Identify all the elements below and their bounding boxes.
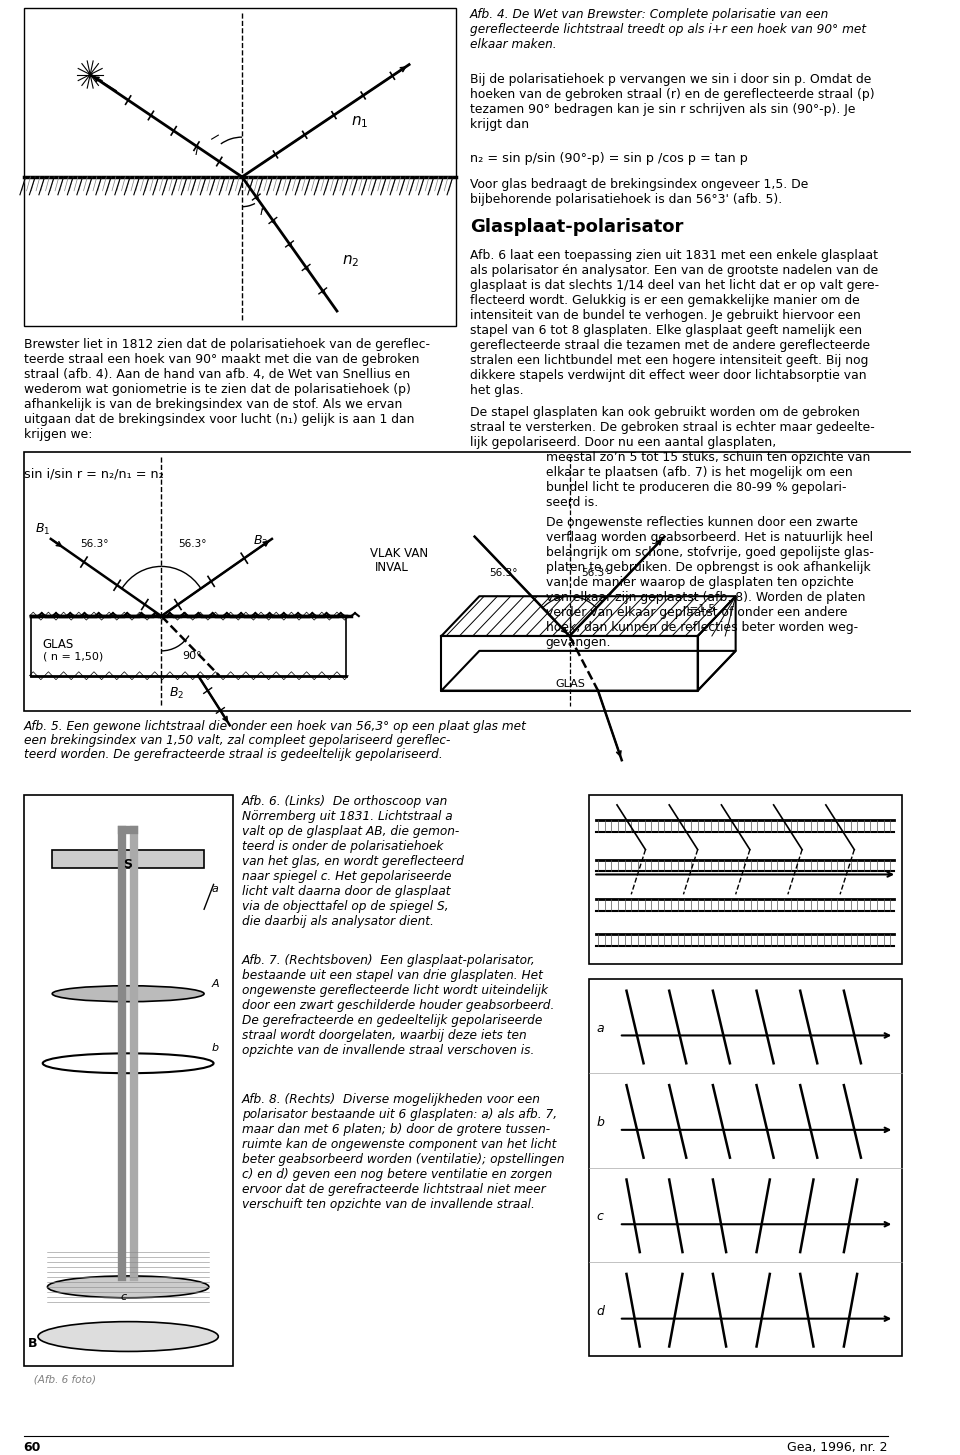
Bar (24, 7, 456, 326)
Text: Gea, 1996, nr. 2: Gea, 1996, nr. 2 (787, 1440, 887, 1454)
Text: a: a (211, 885, 219, 895)
Bar (588, 979, 901, 1356)
Text: 56.3°: 56.3° (489, 569, 517, 579)
Ellipse shape (38, 1321, 218, 1352)
Text: Glasplaat-polarisator: Glasplaat-polarisator (469, 218, 684, 236)
Bar (24, 794, 232, 1366)
Text: De ongewenste reflecties kunnen door een zwarte
verflaag worden geabsorbeerd. He: De ongewenste reflecties kunnen door een… (546, 515, 874, 649)
Text: sin i/sin r = n₂/n₁ = n₂: sin i/sin r = n₂/n₁ = n₂ (24, 467, 163, 480)
Text: d: d (596, 1305, 604, 1318)
Text: Afb. 4. De Wet van Brewster: Complete polarisatie van een
gereflecteerde lichtst: Afb. 4. De Wet van Brewster: Complete po… (469, 7, 866, 51)
Bar (588, 794, 901, 963)
Text: n₂ = sin p/sin (90°-p) = sin p /cos p = tan p: n₂ = sin p/sin (90°-p) = sin p /cos p = … (469, 151, 748, 164)
Text: 56.3°: 56.3° (581, 569, 610, 579)
Bar (24, 453, 916, 710)
Bar (52, 850, 204, 867)
Text: S: S (124, 857, 132, 870)
Text: B: B (28, 1337, 37, 1350)
Text: r: r (259, 205, 264, 218)
Text: 56.3°: 56.3° (81, 538, 109, 549)
Text: Bij de polarisatiehoek p vervangen we sin i door sin p. Omdat de
hoeken van de g: Bij de polarisatiehoek p vervangen we si… (469, 73, 875, 131)
Text: A: A (211, 979, 219, 989)
Text: 56.3°: 56.3° (179, 538, 207, 549)
Text: (Afb. 6 foto): (Afb. 6 foto) (24, 1375, 96, 1384)
Text: 60: 60 (24, 1440, 41, 1454)
Text: meestal zo’n 5 tot 15 stuks, schuin ten opzichte van
elkaar te plaatsen (afb. 7): meestal zo’n 5 tot 15 stuks, schuin ten … (546, 451, 870, 509)
Text: $B_1$: $B_1$ (36, 522, 51, 537)
Text: b: b (596, 1116, 604, 1129)
Text: Afb. 8. (Rechts)  Diverse mogelijkheden voor een
polarisator bestaande uit 6 gla: Afb. 8. (Rechts) Diverse mogelijkheden v… (242, 1093, 564, 1211)
Text: Afb. 7. (Rechtsboven)  Een glasplaat-polarisator,
bestaande uit een stapel van d: Afb. 7. (Rechtsboven) Een glasplaat-pola… (242, 954, 555, 1056)
Ellipse shape (42, 1053, 213, 1074)
Text: i: i (195, 146, 198, 159)
Text: Afb. 6 laat een toepassing zien uit 1831 met een enkele glasplaat
als polarisato: Afb. 6 laat een toepassing zien uit 1831… (469, 249, 879, 397)
Text: c: c (121, 1292, 127, 1302)
Text: GLAS: GLAS (42, 637, 74, 650)
Text: $n_2$: $n_2$ (342, 253, 359, 269)
Ellipse shape (52, 985, 204, 1001)
Text: GLAS: GLAS (555, 678, 586, 688)
Text: 90°: 90° (182, 650, 202, 661)
Text: teerd worden. De gerefracteerde straal is gedeeltelijk gepolariseerd.: teerd worden. De gerefracteerde straal i… (24, 748, 443, 761)
Text: Afb. 5. Een gewone lichtstraal die onder een hoek van 56,3° op een plaat glas me: Afb. 5. Een gewone lichtstraal die onder… (24, 720, 527, 733)
Text: een brekingsindex van 1,50 valt, zal compleet gepolariseerd gereflec-: een brekingsindex van 1,50 valt, zal com… (24, 735, 450, 748)
Text: c: c (596, 1211, 603, 1224)
Text: ( n = 1,50): ( n = 1,50) (42, 652, 103, 662)
Text: $B_2$: $B_2$ (169, 685, 184, 701)
Text: $B_3$: $B_3$ (252, 534, 269, 549)
Text: Brewster liet in 1812 zien dat de polarisatiehoek van de gereflec-
teerde straal: Brewster liet in 1812 zien dat de polari… (24, 338, 430, 441)
Text: a: a (596, 1021, 604, 1035)
Text: INVAL: INVAL (375, 562, 409, 575)
Text: De stapel glasplaten kan ook gebruikt worden om de gebroken
straal te versterken: De stapel glasplaten kan ook gebruikt wo… (469, 406, 875, 450)
Text: VLAK VAN: VLAK VAN (371, 547, 428, 560)
Text: n=1,5: n=1,5 (684, 604, 715, 614)
Ellipse shape (47, 1276, 209, 1298)
Text: Voor glas bedraagt de brekingsindex ongeveer 1,5. De
bijbehorende polarisatiehoe: Voor glas bedraagt de brekingsindex onge… (469, 178, 808, 205)
Text: Afb. 6. (Links)  De orthoscoop van
Nörremberg uit 1831. Lichtstraal a
valt op de: Afb. 6. (Links) De orthoscoop van Nörrem… (242, 794, 464, 928)
Text: $n_1$: $n_1$ (351, 115, 369, 129)
Text: b: b (211, 1043, 219, 1053)
